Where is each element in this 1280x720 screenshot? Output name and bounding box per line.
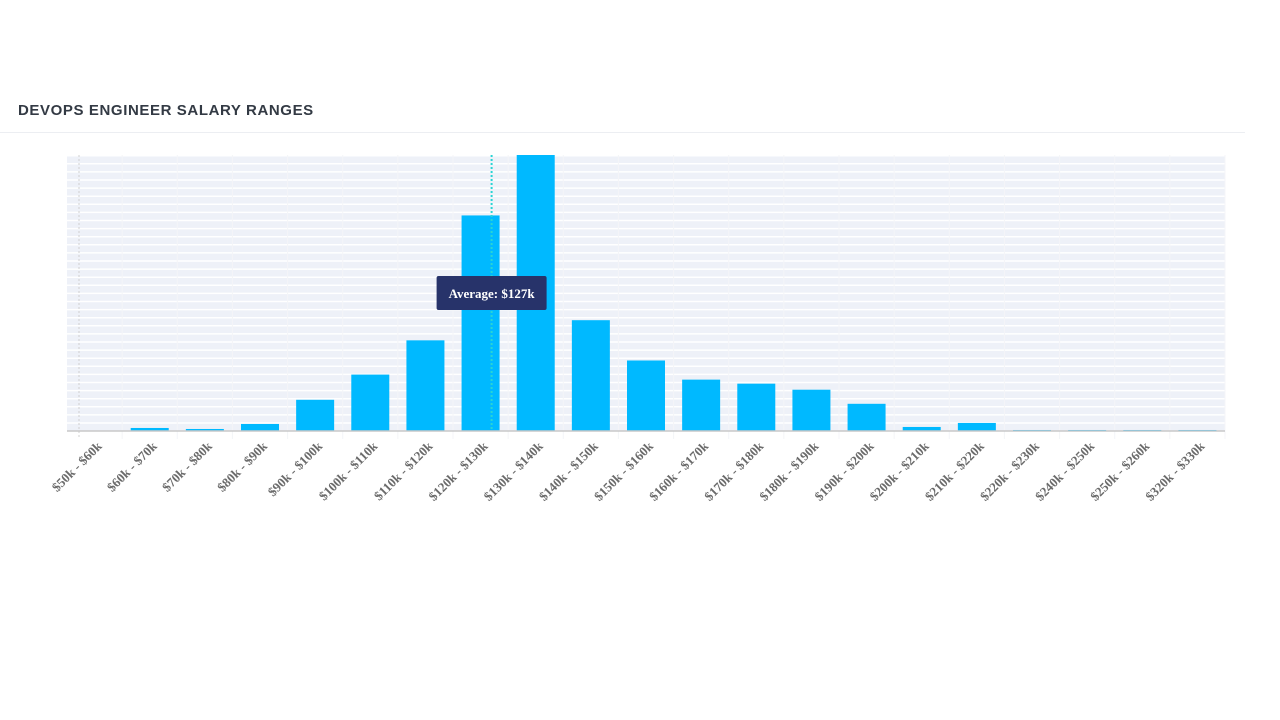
- bar[interactable]: [847, 403, 886, 431]
- bar[interactable]: [737, 383, 776, 431]
- bar[interactable]: [185, 428, 224, 431]
- tooltip-background: [436, 276, 547, 310]
- x-tick-label: $90k - $100k: [265, 438, 326, 499]
- average-tooltip[interactable]: Average: $127k: [436, 276, 547, 310]
- average-label: Average: $127k: [449, 286, 536, 301]
- bar[interactable]: [241, 423, 279, 431]
- title-divider: [0, 132, 1245, 133]
- bar[interactable]: [406, 340, 445, 431]
- x-tick-label: $70k - $80k: [159, 438, 216, 495]
- bar[interactable]: [571, 320, 610, 431]
- bars: [130, 155, 1217, 431]
- bar[interactable]: [682, 379, 721, 431]
- bar[interactable]: [627, 360, 665, 431]
- bar[interactable]: [957, 422, 996, 431]
- bar[interactable]: [902, 426, 941, 431]
- x-tick-label: $50k - $60k: [49, 438, 106, 495]
- x-tick-label: $80k - $90k: [214, 438, 271, 495]
- x-tick-label: $60k - $70k: [104, 438, 161, 495]
- chart-title: DEVOPS ENGINEER SALARY RANGES: [18, 102, 314, 119]
- bar[interactable]: [792, 389, 831, 431]
- bar[interactable]: [296, 399, 335, 431]
- bar[interactable]: [461, 215, 500, 431]
- bar[interactable]: [351, 374, 390, 431]
- x-tick-labels: $50k - $60k $60k - $70k $70k - $80k $80k - …: [49, 438, 1208, 504]
- x-tick-label: $320k - $330k: [1142, 438, 1208, 504]
- bar[interactable]: [130, 427, 169, 431]
